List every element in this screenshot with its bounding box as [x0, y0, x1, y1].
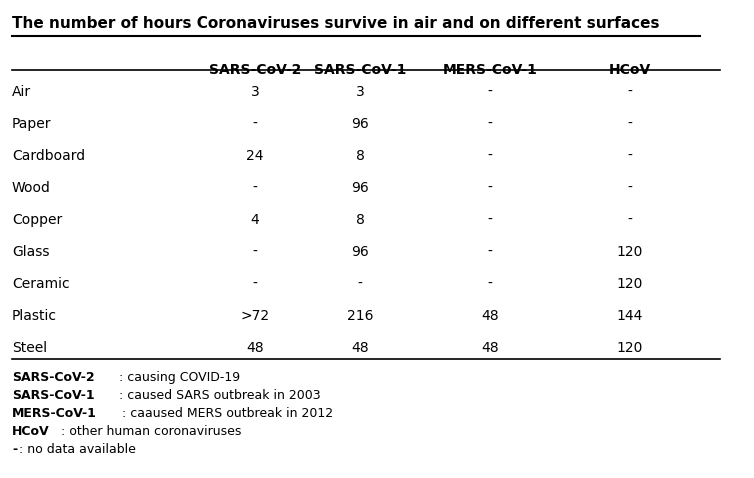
Text: -: - [253, 117, 257, 131]
Text: HCoV: HCoV [609, 63, 651, 77]
Text: -: - [488, 149, 492, 163]
Text: -: - [488, 277, 492, 291]
Text: -: - [488, 213, 492, 227]
Text: -: - [357, 277, 363, 291]
Text: 48: 48 [351, 341, 369, 355]
Text: 120: 120 [617, 277, 643, 291]
Text: : caused SARS outbreak in 2003: : caused SARS outbreak in 2003 [118, 389, 320, 402]
Text: MERS-CoV-1: MERS-CoV-1 [12, 407, 97, 420]
Text: -: - [488, 245, 492, 259]
Text: Glass: Glass [12, 245, 50, 259]
Text: SARS-CoV-2: SARS-CoV-2 [12, 371, 94, 384]
Text: -: - [253, 181, 257, 195]
Text: : other human coronaviruses: : other human coronaviruses [60, 425, 241, 438]
Text: -: - [488, 117, 492, 131]
Text: -: - [627, 181, 633, 195]
Text: -: - [253, 277, 257, 291]
Text: Steel: Steel [12, 341, 47, 355]
Text: Wood: Wood [12, 181, 51, 195]
Text: 48: 48 [481, 341, 499, 355]
Text: 48: 48 [247, 341, 264, 355]
Text: 4: 4 [250, 213, 259, 227]
Text: -: - [627, 213, 633, 227]
Text: : caaused MERS outbreak in 2012: : caaused MERS outbreak in 2012 [121, 407, 333, 420]
Text: : no data available: : no data available [19, 443, 136, 456]
Text: 8: 8 [356, 213, 364, 227]
Text: SARS-CoV-1: SARS-CoV-1 [12, 389, 94, 402]
Text: 216: 216 [347, 309, 373, 323]
Text: -: - [488, 181, 492, 195]
Text: 144: 144 [617, 309, 643, 323]
Text: 120: 120 [617, 341, 643, 355]
Text: SARS-CoV-2: SARS-CoV-2 [209, 63, 301, 77]
Text: >72: >72 [241, 309, 270, 323]
Text: 8: 8 [356, 149, 364, 163]
Text: -: - [627, 85, 633, 99]
Text: Ceramic: Ceramic [12, 277, 69, 291]
Text: SARS-CoV-1: SARS-CoV-1 [314, 63, 406, 77]
Text: 48: 48 [481, 309, 499, 323]
Text: 96: 96 [351, 181, 369, 195]
Text: -: - [488, 85, 492, 99]
Text: -: - [627, 117, 633, 131]
Text: 96: 96 [351, 117, 369, 131]
Text: Plastic: Plastic [12, 309, 57, 323]
Text: -: - [627, 149, 633, 163]
Text: -: - [12, 443, 17, 456]
Text: 96: 96 [351, 245, 369, 259]
Text: 3: 3 [356, 85, 364, 99]
Text: -: - [253, 245, 257, 259]
Text: The number of hours Coronaviruses survive in air and on different surfaces: The number of hours Coronaviruses surviv… [12, 16, 660, 31]
Text: 3: 3 [250, 85, 259, 99]
Text: MERS-CoV-1: MERS-CoV-1 [443, 63, 538, 77]
Text: : causing COVID-19: : causing COVID-19 [118, 371, 240, 384]
Text: 120: 120 [617, 245, 643, 259]
Text: Cardboard: Cardboard [12, 149, 85, 163]
Text: Copper: Copper [12, 213, 63, 227]
Text: Air: Air [12, 85, 31, 99]
Text: 24: 24 [247, 149, 264, 163]
Text: Paper: Paper [12, 117, 51, 131]
Text: HCoV: HCoV [12, 425, 50, 438]
